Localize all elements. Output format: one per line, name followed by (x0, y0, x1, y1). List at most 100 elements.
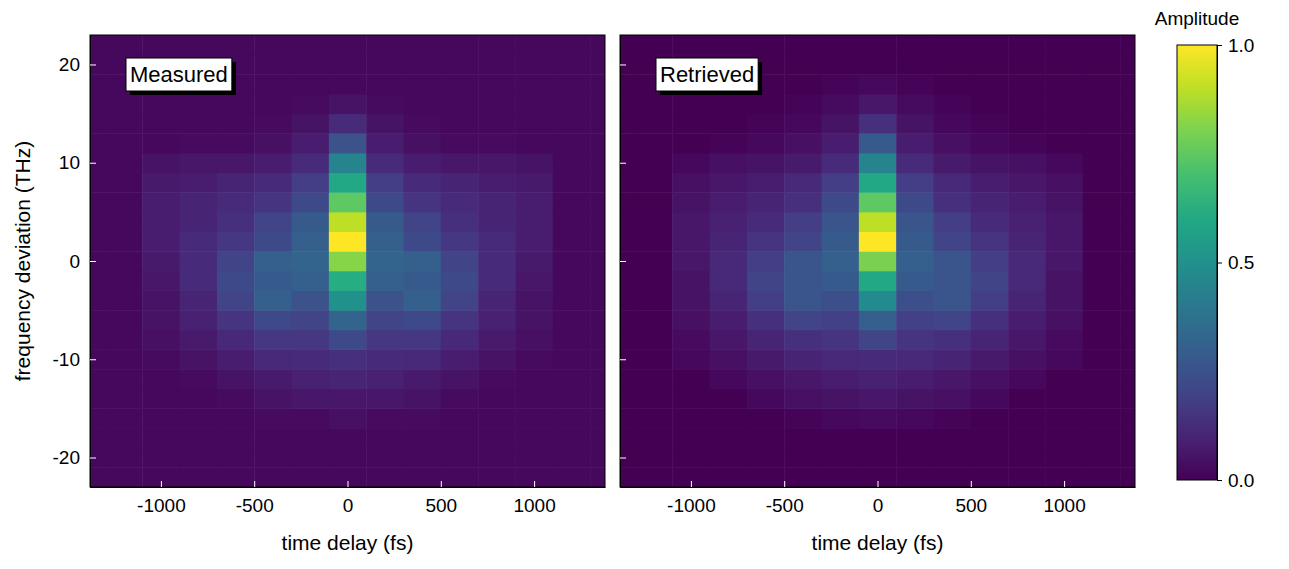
x-tick-mark (971, 481, 972, 487)
cell (971, 74, 1009, 94)
cell (1120, 467, 1135, 487)
cell (784, 428, 822, 448)
cell (90, 330, 105, 350)
y-tick (620, 359, 626, 360)
cell (366, 330, 404, 350)
cell (710, 133, 748, 153)
cell (90, 448, 105, 468)
cell (620, 74, 635, 94)
cell (747, 192, 785, 212)
cell (217, 232, 255, 252)
cell (635, 448, 673, 468)
cell (1008, 173, 1046, 193)
x-axis: -1000-50005001000 (621, 481, 1136, 516)
x-tick-mark (534, 481, 535, 487)
cell (180, 35, 218, 55)
cell (142, 153, 180, 173)
cell (441, 55, 479, 75)
cell (329, 369, 367, 389)
cell (515, 271, 553, 291)
cell (896, 251, 934, 271)
cell (441, 232, 479, 252)
cell (441, 428, 479, 448)
cell (971, 153, 1009, 173)
cell (254, 173, 292, 193)
cell (441, 271, 479, 291)
cell (1083, 349, 1121, 369)
cell (896, 94, 934, 114)
cell (896, 173, 934, 193)
cell (515, 173, 553, 193)
cell (1045, 94, 1083, 114)
cell (105, 330, 143, 350)
cell (553, 290, 591, 310)
cell (441, 133, 479, 153)
cell (971, 330, 1009, 350)
cell (180, 290, 218, 310)
cell (620, 94, 635, 114)
cell (142, 467, 180, 487)
cell (896, 212, 934, 232)
cell (822, 271, 860, 291)
colorbar-tick-label: 0.0 (1228, 470, 1254, 491)
cell (859, 173, 897, 193)
cell (672, 212, 710, 232)
cell (90, 153, 105, 173)
cell (672, 428, 710, 448)
cell (635, 212, 673, 232)
cell (635, 369, 673, 389)
cell (747, 94, 785, 114)
cell (105, 192, 143, 212)
cell (747, 212, 785, 232)
cell (822, 94, 860, 114)
cell (292, 55, 330, 75)
cell (859, 310, 897, 330)
cell (784, 153, 822, 173)
cell (784, 369, 822, 389)
plot-frame (620, 35, 1135, 487)
cell (105, 369, 143, 389)
cell (1083, 251, 1121, 271)
cell (403, 251, 441, 271)
x-tick-mark (161, 481, 162, 487)
cell (478, 153, 516, 173)
cell (292, 467, 330, 487)
cell (747, 290, 785, 310)
cell (1045, 310, 1083, 330)
x-axis-title: time delay (fs) (812, 531, 944, 554)
x-tick-mark (441, 481, 442, 487)
x-tick-mark (1064, 481, 1065, 487)
cell (217, 369, 255, 389)
cell (672, 192, 710, 212)
cell (784, 271, 822, 291)
cell (784, 133, 822, 153)
cell (142, 290, 180, 310)
cell (142, 310, 180, 330)
cell (1045, 74, 1083, 94)
cell (366, 467, 404, 487)
cell (933, 232, 971, 252)
cell (1083, 290, 1121, 310)
cell (254, 114, 292, 134)
colorbar-tick: 1.0 (1217, 35, 1254, 56)
cell (90, 251, 105, 271)
cell (710, 153, 748, 173)
cell (515, 349, 553, 369)
cell (366, 212, 404, 232)
cell (784, 389, 822, 409)
cell (180, 94, 218, 114)
cell (859, 35, 897, 55)
cell (1083, 114, 1121, 134)
cell (292, 389, 330, 409)
cell (1120, 448, 1135, 468)
x-tick-label: 500 (425, 495, 457, 516)
y-axis: -20-1001020 (53, 36, 96, 488)
y-tick (620, 458, 626, 459)
cell (366, 310, 404, 330)
cell (859, 389, 897, 409)
cell (105, 467, 143, 487)
cell (896, 192, 934, 212)
cell (1008, 212, 1046, 232)
cell (1045, 173, 1083, 193)
cell (635, 389, 673, 409)
